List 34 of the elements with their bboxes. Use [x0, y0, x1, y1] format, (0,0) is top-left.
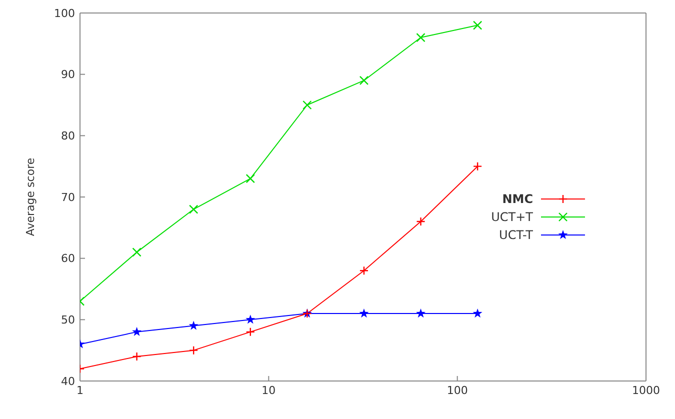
- y-tick-label: 40: [61, 374, 75, 388]
- point: [132, 248, 142, 257]
- point: [359, 76, 369, 86]
- point: [416, 308, 426, 318]
- point: [246, 327, 255, 337]
- y-axis-title: Average score: [24, 158, 37, 236]
- point: [359, 266, 369, 276]
- point: [359, 308, 369, 318]
- x-tick-label: 100: [446, 384, 468, 397]
- y-tick-label: 60: [61, 252, 75, 266]
- y-tick-label: 100: [54, 6, 75, 20]
- point: [472, 20, 482, 30]
- legend-label: NMC: [502, 192, 533, 206]
- x-tick-label: 10: [262, 384, 276, 397]
- point: [132, 352, 142, 362]
- point: [246, 174, 255, 184]
- legend-label: UCT+T: [491, 210, 533, 224]
- legend-label: UCT-T: [499, 228, 533, 242]
- point: [188, 346, 198, 355]
- y-tick-label: 90: [61, 68, 75, 82]
- point: [416, 32, 426, 42]
- point: [246, 314, 256, 324]
- y-tick-label: 70: [61, 190, 75, 204]
- point: [416, 216, 426, 226]
- point: [188, 320, 198, 330]
- y-tick-label: 50: [61, 314, 75, 327]
- point: [472, 308, 482, 318]
- point: [132, 326, 142, 336]
- x-tick-label: 1: [76, 384, 84, 397]
- point: [188, 204, 198, 214]
- y-tick-label: 80: [61, 130, 75, 143]
- point: [472, 162, 482, 171]
- point: [302, 100, 312, 110]
- x-tick-label: 1000: [632, 384, 660, 397]
